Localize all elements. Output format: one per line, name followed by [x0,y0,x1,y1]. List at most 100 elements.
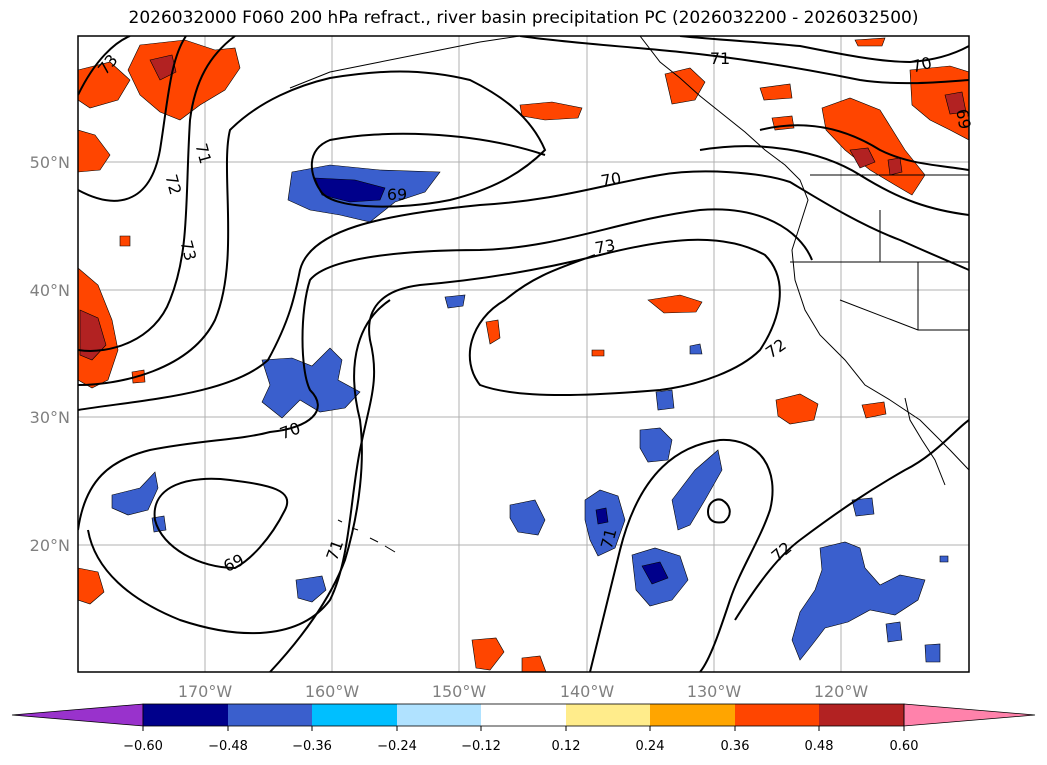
colorbar-tick-label: 0.48 [805,739,834,754]
contour-line [269,299,391,672]
north-america-coast [639,36,969,471]
contour-line [78,36,131,96]
precip-patch [689,343,703,355]
precip-patch [641,561,669,585]
colorbar-tick-label: −0.12 [461,739,501,754]
precip-patch [509,499,546,536]
colorbar-tick-label: −0.60 [123,739,163,754]
contour-line [519,36,969,85]
colorbar-tick-label: 0.12 [552,739,581,754]
precip-patch [759,83,793,101]
colorbar-tick-label: −0.48 [208,739,248,754]
map-background [78,36,969,672]
lon-label: 160°W [305,682,360,701]
colorbar-tick-label: 0.36 [721,739,750,754]
precip-patch [78,567,105,605]
contour-label: 69 [387,185,407,204]
precip-patch [939,555,949,563]
colorbar-segment [143,704,228,726]
contour-label: 70 [909,53,934,77]
map-frame [77,35,970,673]
contour-line [78,70,547,386]
lon-label: 140°W [560,682,615,701]
precip-patch [314,177,386,203]
precip-patch [655,389,675,411]
contour-line [706,498,731,524]
lon-label: 170°W [178,682,233,701]
colorbar-segment [228,704,312,726]
colorbar-outline [142,703,905,727]
contour-line [153,477,288,570]
precip-patch [647,294,703,314]
contour-line [679,36,969,64]
colorbar-segment [819,704,904,726]
precip-patch [887,157,903,176]
precip-patch [79,309,107,361]
colorbar-extend-high [903,703,1036,727]
alaska-coast [289,36,521,89]
precip-patch [78,129,111,173]
contour-label: 73 [177,238,201,263]
lat-label: 20°N [30,536,70,555]
colorbar-tick-label: −0.36 [292,739,332,754]
colorbar: −0.60 −0.48 −0.36 −0.24 −0.12 0.12 0.24 … [11,703,1036,754]
colorbar-tick-label: −0.24 [377,739,417,754]
precip-patch [924,643,941,663]
coastlines [289,36,969,553]
precip-patch [471,637,505,671]
colorbar-tick-label: 0.60 [890,739,919,754]
contour-line [78,208,813,531]
precip-patch [775,393,819,425]
precip-patch [944,91,967,115]
contour-label: 73 [593,235,616,257]
lon-label: 150°W [432,682,487,701]
colorbar-segment [735,704,819,726]
precip-patch [639,427,673,463]
lon-label: 130°W [687,682,742,701]
map-title: 2026032000 F060 200 hPa refract., river … [128,8,919,28]
colorbar-tick-label: 0.24 [636,739,665,754]
precip-patch [119,235,131,247]
precip-patch [521,655,547,672]
contour-line [78,36,187,202]
precip-patch [791,541,926,661]
hawaii-islands [337,519,396,553]
precip-patch [261,347,361,419]
precip-patch [849,147,876,169]
contour-line [87,238,781,635]
contour-line [759,124,969,171]
colorbar-segment [566,704,650,726]
precip-patch [595,507,609,525]
precip-patch [584,489,626,557]
precip-patch [111,471,159,516]
contour-label: 71 [710,49,730,68]
contour-line [78,170,969,411]
colorbar-segment [481,704,566,726]
colorbar-ticks [142,726,905,731]
colorbar-segment [650,704,735,726]
contour-label: 71 [597,526,621,551]
latitude-labels: 50°N 40°N 30°N 20°N [30,153,70,555]
colorbar-extend-low [11,703,144,727]
contour-line [589,438,774,672]
colorbar-segment [397,704,481,726]
negative-anomaly-shading [111,164,949,663]
contour-label: 71 [192,141,216,166]
colorbar-segment [312,704,397,726]
precip-patch [851,497,875,517]
precip-patch [861,401,887,419]
lat-label: 50°N [30,153,70,172]
precip-patch [149,54,177,81]
contour-line [734,419,969,621]
precip-patch [909,65,969,141]
refractivity-contours [78,36,969,672]
contour-line [699,145,969,216]
precip-patch [444,294,466,309]
longitude-labels: 170°W 160°W 150°W 140°W 130°W 120°W [178,682,869,701]
precip-patch [485,319,501,345]
contour-label: 69 [952,107,974,130]
contour-line [78,36,236,352]
contour-label: 72 [162,172,186,197]
baja-coast [904,397,946,486]
lon-label: 120°W [814,682,869,701]
